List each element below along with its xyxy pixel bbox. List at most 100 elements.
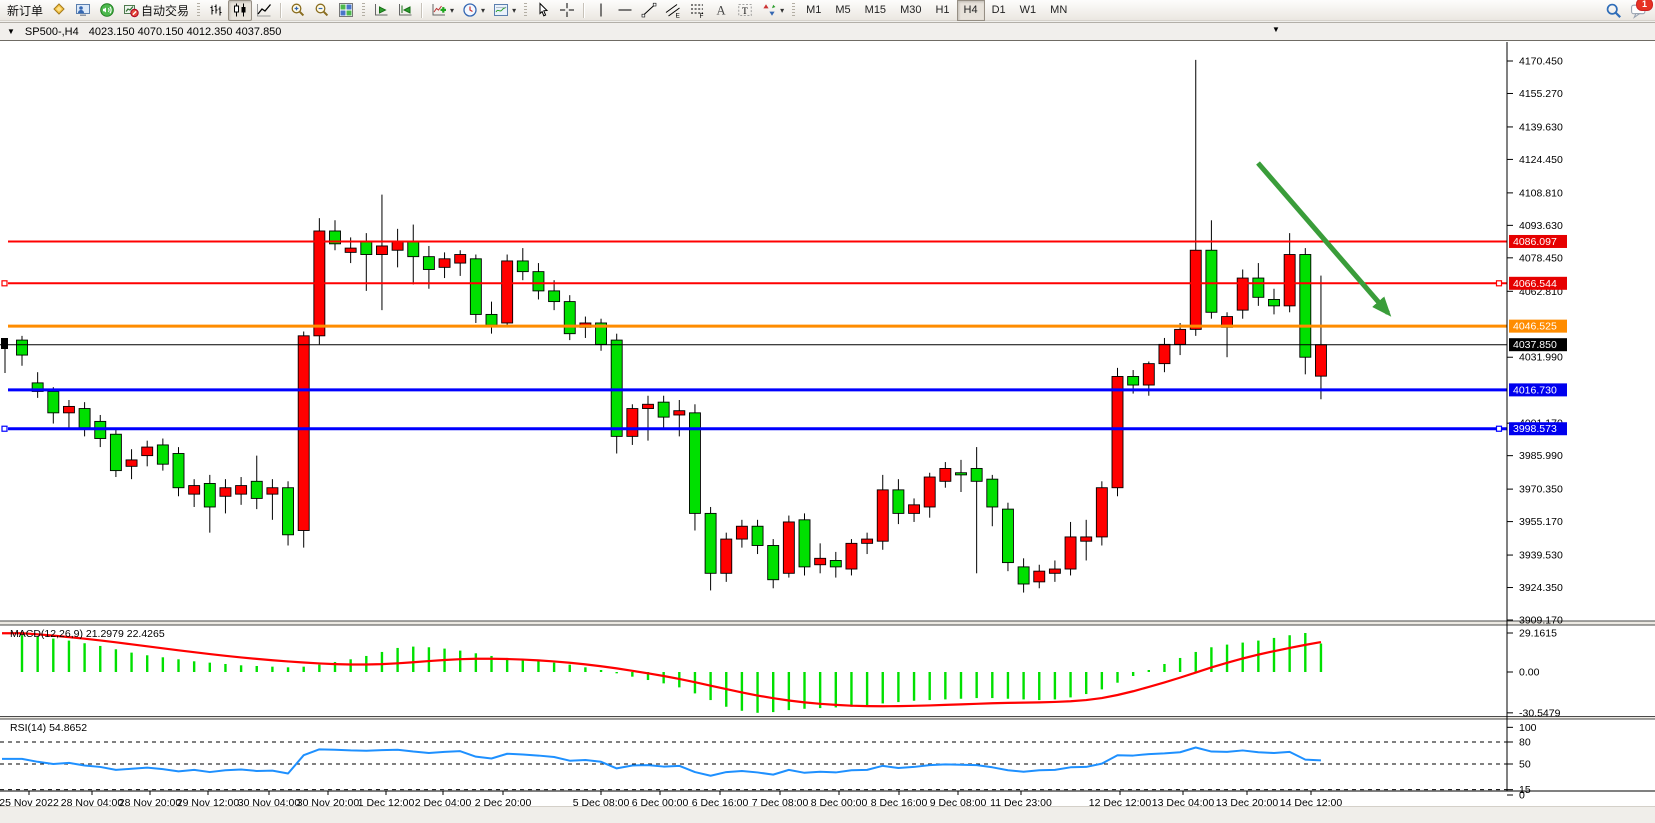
time-axis-label: 8 Dec 16:00: [871, 797, 928, 807]
candle: [297, 331, 310, 548]
time-axis-label: 2 Dec 20:00: [475, 797, 532, 807]
timeframe-d1[interactable]: D1: [985, 0, 1013, 21]
channel-icon: E: [665, 4, 681, 18]
auto-scroll-button[interactable]: [369, 0, 393, 21]
hline-3998.573[interactable]: [1, 425, 1507, 432]
line-anchor-handle[interactable]: [1, 425, 8, 432]
horizontal-line-button[interactable]: [613, 0, 637, 21]
time-axis-label: 8 Dec 00:00: [811, 797, 868, 807]
zoom-in-button[interactable]: [286, 0, 310, 21]
line-chart-button[interactable]: [252, 0, 276, 21]
timeframe-d1-label: D1: [991, 4, 1006, 16]
dropdown-caret-icon[interactable]: ▾: [481, 5, 486, 15]
dropdown-caret-icon[interactable]: ▾: [450, 5, 455, 15]
cursor-button[interactable]: [531, 0, 555, 21]
candle: [47, 387, 60, 424]
time-axis-label: 13 Dec 20:00: [1216, 797, 1279, 807]
auto-trading-icon: [124, 5, 139, 18]
line-anchor-handle[interactable]: [1495, 425, 1503, 432]
timeframe-mn[interactable]: MN: [1043, 0, 1074, 21]
price-axis-label: 4170.450: [1519, 56, 1563, 68]
price-badge-4046.525: 4046.525: [1509, 319, 1567, 333]
candle: [219, 479, 232, 514]
time-axis-label: 6 Dec 16:00: [692, 797, 749, 807]
price-axis-label: 3985.990: [1519, 450, 1563, 462]
timeframe-h4-label: H4: [963, 4, 978, 16]
sounds-button[interactable]: [95, 0, 119, 21]
chart-shift-button[interactable]: [393, 0, 417, 21]
periods-button[interactable]: ▾: [458, 0, 489, 21]
toolbar-right-group: 1: [1605, 0, 1655, 19]
vertical-line-button[interactable]: [589, 0, 613, 21]
trendline-button[interactable]: [637, 0, 661, 21]
trend-arrow-annotation[interactable]: [1256, 161, 1392, 317]
toolbar-grip[interactable]: [197, 2, 201, 18]
tile-windows-button[interactable]: [334, 0, 358, 21]
text-label-button[interactable]: T: [733, 0, 757, 21]
rsi-axis-label: 80: [1519, 737, 1531, 749]
candle: [1080, 519, 1093, 561]
candle: [970, 447, 983, 574]
price-badge-4066.544: 4066.544: [1509, 276, 1567, 290]
notifications-button[interactable]: 1: [1630, 0, 1653, 19]
add-indicator-icon: [432, 4, 447, 16]
timeframe-m1[interactable]: M1: [799, 0, 828, 21]
hline-4066.544[interactable]: [1, 280, 1507, 287]
toolbar-grip[interactable]: [792, 2, 796, 18]
candle: [1236, 269, 1249, 319]
templates-button[interactable]: ▾: [489, 0, 520, 21]
timeframe-mn-label: MN: [1050, 4, 1068, 16]
text-button[interactable]: A: [709, 0, 733, 21]
candlestick-icon: [234, 3, 246, 17]
indicators-button[interactable]: ▾: [427, 0, 458, 21]
timeframe-h4[interactable]: H4: [956, 0, 985, 21]
candle: [63, 400, 75, 430]
line-anchor-handle[interactable]: [1, 280, 8, 287]
equidistant-channel-button[interactable]: E: [661, 0, 685, 21]
bar-chart-button[interactable]: [204, 0, 228, 21]
pane-splitter[interactable]: [0, 716, 1655, 720]
candle: [1048, 560, 1061, 582]
timeframe-m30[interactable]: M30: [893, 0, 928, 21]
candle: [1033, 564, 1046, 589]
clipped-left-candle: [1, 338, 8, 373]
candle: [720, 532, 733, 582]
data-window-button[interactable]: [71, 0, 95, 21]
window-menu-icon[interactable]: ▼: [1272, 25, 1280, 34]
ohlc-readout: 4023.150 4070.150 4012.350 4037.850: [88, 25, 282, 38]
svg-text:4046.525: 4046.525: [1513, 321, 1557, 333]
time-axis-label: 7 Dec 08:00: [752, 797, 809, 807]
search-button[interactable]: [1605, 2, 1622, 19]
candle: [141, 440, 154, 467]
timeframe-m15[interactable]: M15: [858, 0, 893, 21]
rsi-axis-label: 50: [1519, 759, 1531, 771]
toolbar-grip[interactable]: [524, 2, 528, 18]
collapse-icon[interactable]: ▼: [7, 27, 15, 36]
crosshair-button[interactable]: [555, 0, 579, 21]
timeframe-h1[interactable]: H1: [928, 0, 956, 21]
candlestick-chart-button[interactable]: [228, 0, 253, 21]
candle: [955, 459, 967, 493]
timeframe-m5[interactable]: M5: [828, 0, 857, 21]
pane-splitter[interactable]: [0, 620, 1655, 626]
market-watch-button[interactable]: [47, 0, 71, 21]
line-anchor-handle[interactable]: [1495, 280, 1503, 287]
candle: [782, 515, 795, 578]
toolbar-grip[interactable]: [362, 2, 366, 18]
timeframe-w1[interactable]: W1: [1013, 0, 1044, 21]
dropdown-caret-icon[interactable]: ▾: [512, 5, 517, 15]
chart-canvas[interactable]: MACD(12,26,9) 21.2979 22.4265 RSI(14) 54.…: [0, 41, 1655, 807]
dropdown-caret-icon[interactable]: ▾: [780, 5, 785, 15]
svg-text:4086.097: 4086.097: [1513, 236, 1557, 248]
auto-trading-button[interactable]: 自动交易: [119, 0, 193, 21]
time-axis-label: 30 Nov 20:00: [297, 797, 360, 807]
price-axis-label: 4078.450: [1519, 252, 1563, 264]
zoom-out-button[interactable]: [310, 0, 334, 21]
macd-axis-label: 0.00: [1519, 667, 1540, 679]
arrows-button[interactable]: ▾: [757, 0, 788, 21]
price-axis[interactable]: 4170.450 4155.270 4139.630 4124.450 4108.810…: [1506, 42, 1567, 802]
new-order-button[interactable]: 新订单: [3, 0, 47, 21]
fibonacci-button[interactable]: F: [685, 0, 709, 21]
tile-windows-icon: [339, 3, 354, 17]
